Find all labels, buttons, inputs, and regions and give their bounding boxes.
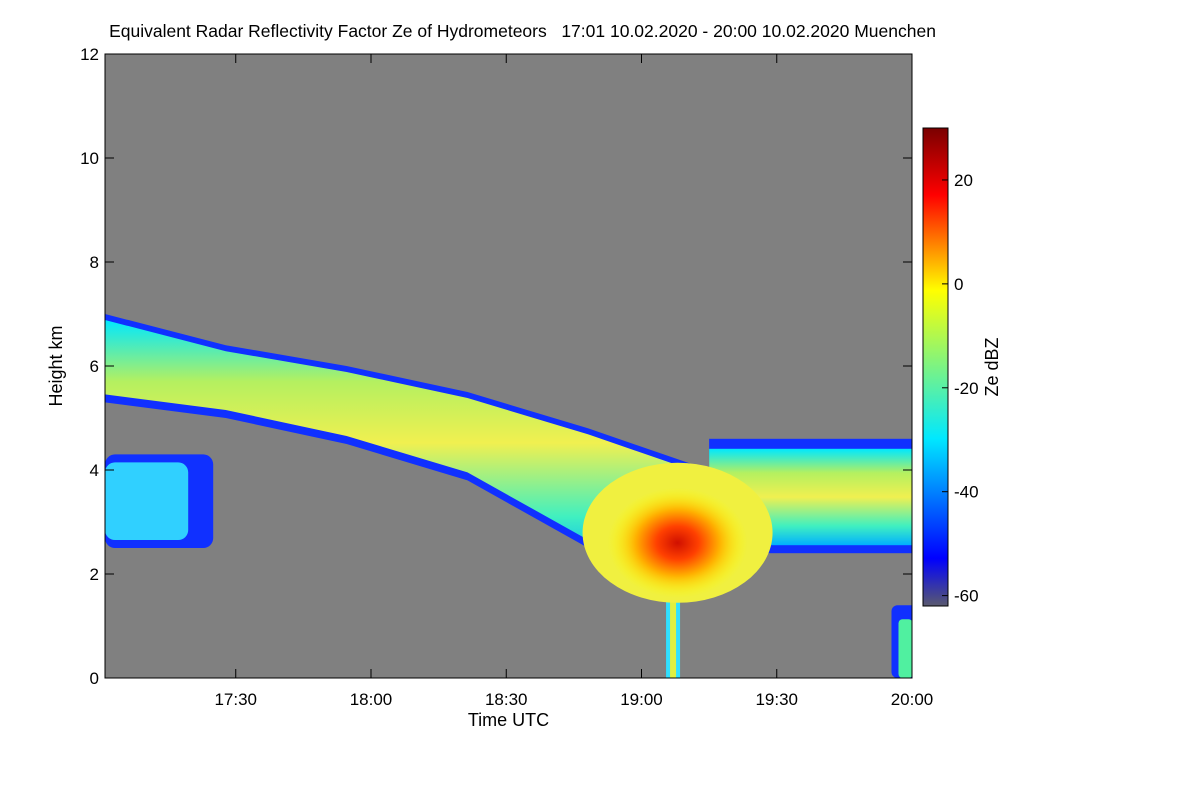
y-tick-label: 10 [80, 149, 99, 168]
x-tick-label: 19:00 [620, 690, 663, 709]
x-axis-label: Time UTC [468, 710, 549, 730]
colorbar-tick-label: 20 [954, 171, 973, 190]
y-tick-label: 2 [90, 565, 99, 584]
x-tick-label: 18:30 [485, 690, 528, 709]
x-tick-label: 20:00 [891, 690, 934, 709]
colorbar-tick-label: 0 [954, 275, 963, 294]
y-tick-label: 6 [90, 357, 99, 376]
colorbar-tick-label: -40 [954, 483, 979, 502]
x-tick-label: 17:30 [214, 690, 257, 709]
chart-title: Equivalent Radar Reflectivity Factor Ze … [109, 21, 936, 41]
x-tick-label: 19:30 [755, 690, 798, 709]
upper-stratiform-layer [105, 320, 710, 566]
colorbar-label: Ze dBZ [982, 337, 1002, 396]
y-tick-label: 8 [90, 253, 99, 272]
y-axis-label: Height km [46, 325, 66, 406]
colorbar [922, 127, 949, 607]
surface-echo [898, 619, 912, 678]
y-tick-label: 4 [90, 461, 99, 480]
colorbar-tick-label: -60 [954, 587, 979, 606]
y-tick-label: 0 [90, 669, 99, 688]
precipitation-shaft-core [670, 579, 677, 678]
colorbar-tick-label: -20 [954, 379, 979, 398]
low-level-echo [105, 462, 189, 540]
y-tick-label: 12 [80, 45, 99, 64]
x-tick-label: 18:00 [350, 690, 393, 709]
convective-core [607, 487, 748, 598]
